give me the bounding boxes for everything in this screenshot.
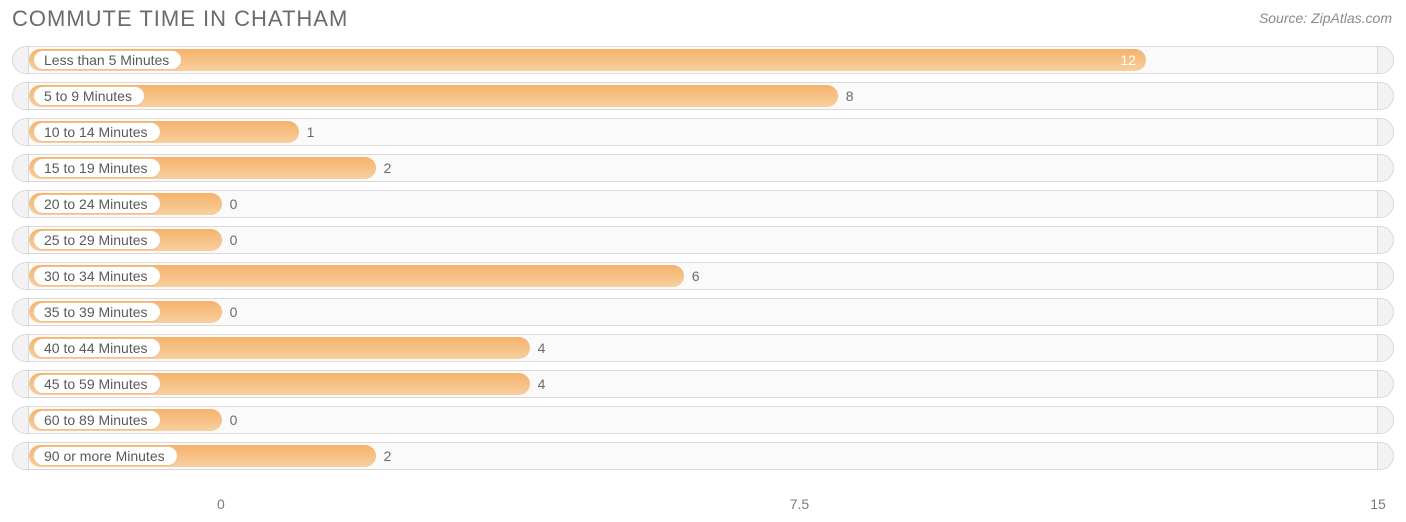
row-cap-right [1377, 83, 1393, 109]
bar-track: 45 to 59 Minutes 4 [29, 371, 1377, 397]
category-pill: 35 to 39 Minutes [33, 302, 161, 322]
row-cap-left [13, 371, 29, 397]
category-pill: 25 to 29 Minutes [33, 230, 161, 250]
value-label: 0 [230, 191, 238, 217]
row-cap-right [1377, 443, 1393, 469]
row-cap-left [13, 47, 29, 73]
bar-track: 40 to 44 Minutes 4 [29, 335, 1377, 361]
value-label: 2 [384, 155, 392, 181]
row-cap-right [1377, 407, 1393, 433]
bar-track: 12 Less than 5 Minutes [29, 47, 1377, 73]
value-label: 0 [230, 227, 238, 253]
row-cap-left [13, 191, 29, 217]
row-cap-right [1377, 191, 1393, 217]
bar-row: 10 to 14 Minutes 1 [12, 118, 1394, 146]
category-pill: 5 to 9 Minutes [33, 86, 145, 106]
value-label: 4 [538, 335, 546, 361]
row-cap-right [1377, 335, 1393, 361]
value-label: 6 [692, 263, 700, 289]
x-axis: 07.515 [28, 496, 1378, 516]
row-cap-left [13, 119, 29, 145]
value-label: 0 [230, 407, 238, 433]
bar-track: 10 to 14 Minutes 1 [29, 119, 1377, 145]
bar-row: 12 Less than 5 Minutes [12, 46, 1394, 74]
row-cap-right [1377, 299, 1393, 325]
bar-track: 35 to 39 Minutes 0 [29, 299, 1377, 325]
bar-row: 40 to 44 Minutes 4 [12, 334, 1394, 362]
row-cap-right [1377, 227, 1393, 253]
value-label: 0 [230, 299, 238, 325]
row-cap-left [13, 227, 29, 253]
value-label: 8 [846, 83, 854, 109]
value-label: 2 [384, 443, 392, 469]
bar-fill [29, 85, 838, 107]
bar-track: 60 to 89 Minutes 0 [29, 407, 1377, 433]
bar-fill: 12 [29, 49, 1146, 71]
chart-title: COMMUTE TIME IN CHATHAM [12, 6, 348, 32]
value-label: 1 [307, 119, 315, 145]
category-pill: 60 to 89 Minutes [33, 410, 161, 430]
category-pill: 20 to 24 Minutes [33, 194, 161, 214]
row-cap-right [1377, 47, 1393, 73]
row-cap-left [13, 263, 29, 289]
bar-row: 15 to 19 Minutes 2 [12, 154, 1394, 182]
value-label: 12 [1120, 52, 1136, 68]
bar-track: 20 to 24 Minutes 0 [29, 191, 1377, 217]
bar-row: 20 to 24 Minutes 0 [12, 190, 1394, 218]
commute-chart: COMMUTE TIME IN CHATHAM Source: ZipAtlas… [0, 0, 1406, 522]
bar-track: 25 to 29 Minutes 0 [29, 227, 1377, 253]
chart-rows: 12Less than 5 Minutes5 to 9 Minutes810 t… [12, 46, 1394, 478]
bar-row: 90 or more Minutes 2 [12, 442, 1394, 470]
row-cap-left [13, 155, 29, 181]
x-tick-label: 7.5 [790, 496, 809, 512]
value-label: 4 [538, 371, 546, 397]
row-cap-right [1377, 119, 1393, 145]
bar-track: 90 or more Minutes 2 [29, 443, 1377, 469]
row-cap-left [13, 335, 29, 361]
category-pill: 30 to 34 Minutes [33, 266, 161, 286]
row-cap-right [1377, 155, 1393, 181]
bar-row: 45 to 59 Minutes 4 [12, 370, 1394, 398]
row-cap-right [1377, 371, 1393, 397]
row-cap-left [13, 443, 29, 469]
category-pill: 45 to 59 Minutes [33, 374, 161, 394]
x-tick-label: 0 [217, 496, 225, 512]
row-cap-left [13, 83, 29, 109]
category-pill: 40 to 44 Minutes [33, 338, 161, 358]
bar-row: 5 to 9 Minutes 8 [12, 82, 1394, 110]
chart-source: Source: ZipAtlas.com [1259, 10, 1392, 26]
bar-row: 60 to 89 Minutes 0 [12, 406, 1394, 434]
category-pill: 15 to 19 Minutes [33, 158, 161, 178]
bar-track: 15 to 19 Minutes 2 [29, 155, 1377, 181]
category-pill: Less than 5 Minutes [33, 50, 182, 70]
category-pill: 90 or more Minutes [33, 446, 178, 466]
bar-track: 30 to 34 Minutes 6 [29, 263, 1377, 289]
bar-track: 5 to 9 Minutes 8 [29, 83, 1377, 109]
bar-row: 35 to 39 Minutes 0 [12, 298, 1394, 326]
row-cap-left [13, 407, 29, 433]
category-pill: 10 to 14 Minutes [33, 122, 161, 142]
x-tick-label: 15 [1370, 496, 1386, 512]
bar-row: 25 to 29 Minutes 0 [12, 226, 1394, 254]
row-cap-left [13, 299, 29, 325]
bar-row: 30 to 34 Minutes 6 [12, 262, 1394, 290]
row-cap-right [1377, 263, 1393, 289]
